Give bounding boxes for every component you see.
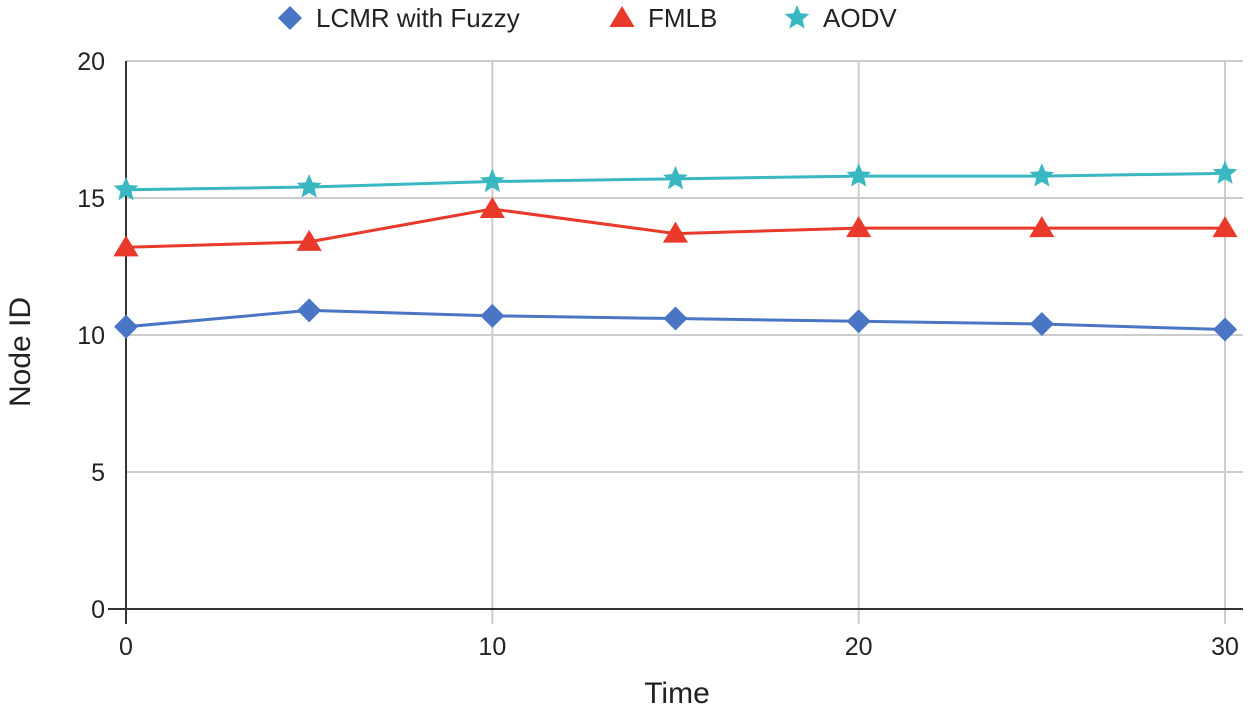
data-point bbox=[296, 229, 322, 251]
axes bbox=[108, 61, 1243, 624]
data-point bbox=[846, 216, 872, 238]
y-tick-label: 15 bbox=[77, 185, 105, 213]
diamond-icon bbox=[278, 6, 302, 30]
legend: LCMR with Fuzzy FMLB AODV bbox=[278, 3, 897, 33]
series-aodv bbox=[113, 160, 1238, 201]
series-fmlb bbox=[113, 196, 1238, 257]
legend-item: AODV bbox=[784, 3, 897, 33]
x-tick-label: 30 bbox=[1211, 633, 1239, 661]
data-point bbox=[479, 196, 505, 218]
x-tick-label: 0 bbox=[119, 633, 133, 661]
star-icon bbox=[784, 5, 810, 29]
series-group bbox=[113, 160, 1238, 342]
data-point bbox=[1029, 163, 1055, 187]
y-axis-title: Node ID bbox=[4, 297, 37, 407]
y-tick-label: 5 bbox=[91, 459, 105, 487]
data-point bbox=[113, 176, 139, 201]
legend-label: AODV bbox=[823, 3, 897, 33]
data-point bbox=[1029, 216, 1055, 238]
x-tick-label: 10 bbox=[478, 633, 506, 661]
data-point bbox=[296, 174, 322, 198]
legend-item: LCMR with Fuzzy bbox=[278, 3, 520, 33]
y-tick-label: 10 bbox=[77, 322, 105, 350]
x-axis-title: Time bbox=[644, 677, 710, 709]
triangle-icon bbox=[609, 6, 635, 27]
data-point bbox=[663, 306, 688, 331]
data-point bbox=[1029, 312, 1054, 337]
data-point bbox=[479, 168, 505, 193]
x-tick-label: 20 bbox=[845, 633, 873, 661]
data-point bbox=[846, 309, 871, 334]
data-point bbox=[662, 221, 689, 243]
y-tick-label: 0 bbox=[91, 596, 105, 624]
tick-labels: 0 5 10 15 20 0 10 20 30 bbox=[77, 48, 1239, 661]
legend-label: LCMR with Fuzzy bbox=[316, 3, 520, 33]
data-point bbox=[114, 314, 138, 339]
y-tick-label: 20 bbox=[77, 48, 105, 76]
legend-label: FMLB bbox=[648, 3, 717, 33]
data-point bbox=[297, 298, 322, 323]
legend-item: FMLB bbox=[609, 3, 717, 33]
data-point bbox=[1212, 160, 1238, 184]
data-point bbox=[1212, 216, 1238, 238]
data-point bbox=[113, 235, 139, 257]
data-point bbox=[1213, 317, 1237, 342]
series-lcmr-with-fuzzy bbox=[114, 298, 1237, 342]
data-point bbox=[480, 303, 505, 328]
data-point bbox=[846, 163, 872, 187]
gridlines bbox=[126, 60, 1243, 624]
data-point bbox=[663, 165, 688, 190]
